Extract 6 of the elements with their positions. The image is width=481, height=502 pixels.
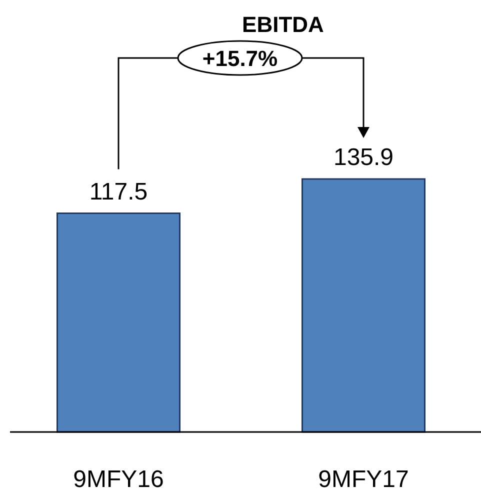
x-tick-label: 9MFY17 [318,466,409,493]
x-tick-label: 9MFY16 [73,466,164,493]
data-label: 117.5 [89,178,148,206]
data-label: 135.9 [333,144,394,171]
text: +15.7% [202,46,278,71]
chart-title: EBITDA [242,12,324,37]
